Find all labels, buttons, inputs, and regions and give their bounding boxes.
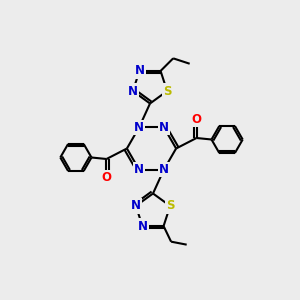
Text: N: N (134, 64, 144, 77)
Text: N: N (131, 200, 141, 212)
Text: O: O (101, 171, 112, 184)
Text: S: S (166, 200, 174, 212)
Text: N: N (159, 163, 169, 176)
Text: S: S (163, 85, 171, 98)
Text: O: O (191, 113, 202, 126)
Text: N: N (137, 220, 147, 232)
Text: N: N (128, 85, 138, 98)
Text: N: N (159, 121, 169, 134)
Text: N: N (134, 121, 144, 134)
Text: N: N (134, 163, 144, 176)
